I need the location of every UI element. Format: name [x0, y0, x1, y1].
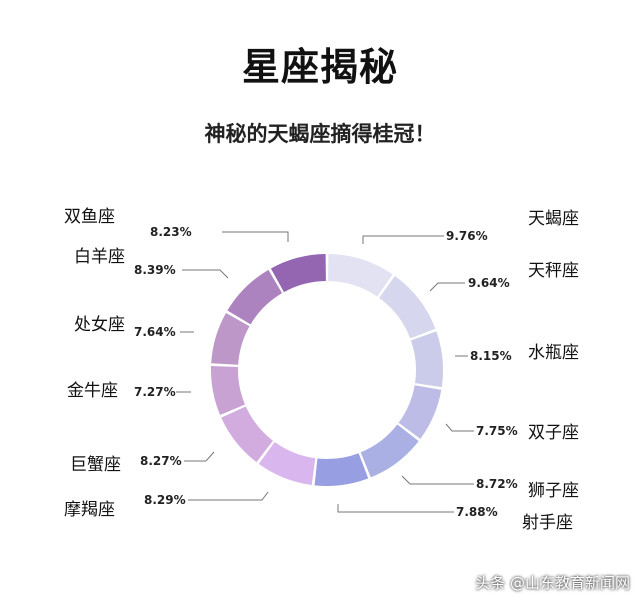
slice-金牛座	[211, 366, 245, 415]
leader-line-双鱼座	[222, 231, 289, 242]
pct-label-巨蟹座: 8.27%	[140, 454, 182, 468]
slice-水瓶座	[410, 331, 443, 388]
sign-label-水瓶座: 水瓶座	[528, 343, 579, 363]
page-title: 星座揭秘	[241, 44, 398, 89]
pct-label-双子座: 7.75%	[476, 424, 518, 438]
slice-双子座	[398, 385, 442, 439]
sign-label-白羊座: 白羊座	[74, 247, 125, 267]
leader-line-摩羯座	[188, 491, 269, 501]
leader-line-白羊座	[182, 269, 229, 279]
slice-摩羯座	[258, 441, 316, 485]
pct-label-金牛座: 7.27%	[134, 385, 176, 399]
leader-line-双子座	[445, 423, 474, 432]
page-subtitle: 神秘的天蝎座摘得桂冠！	[204, 121, 436, 146]
slice-处女座	[211, 312, 250, 365]
leader-line-狮子座	[401, 475, 474, 485]
sign-label-天秤座: 天秤座	[528, 261, 579, 281]
leader-line-天蝎座	[362, 235, 444, 244]
pct-label-天蝎座: 9.76%	[446, 229, 488, 243]
slice-射手座	[314, 453, 369, 486]
pct-label-白羊座: 8.39%	[134, 263, 176, 277]
slice-天蝎座	[328, 254, 393, 297]
sign-label-双子座: 双子座	[528, 423, 579, 443]
sign-label-天蝎座: 天蝎座	[528, 209, 579, 229]
sign-label-金牛座: 金牛座	[67, 381, 118, 401]
slice-白羊座	[227, 269, 283, 325]
leader-line-巨蟹座	[184, 451, 215, 462]
sign-label-狮子座: 狮子座	[528, 481, 579, 501]
pct-label-狮子座: 8.72%	[476, 477, 518, 491]
sign-label-摩羯座: 摩羯座	[64, 500, 115, 520]
slice-巨蟹座	[221, 406, 273, 463]
pct-label-水瓶座: 8.15%	[470, 349, 512, 363]
watermark: 头条 @山东教育新闻网	[475, 574, 630, 592]
sign-label-双鱼座: 双鱼座	[64, 207, 115, 227]
pct-label-双鱼座: 8.23%	[150, 225, 192, 239]
sign-label-巨蟹座: 巨蟹座	[70, 455, 121, 475]
pct-label-摩羯座: 8.29%	[144, 493, 186, 507]
pct-label-天秤座: 9.64%	[468, 276, 510, 290]
slice-天秤座	[379, 275, 436, 339]
slice-双鱼座	[270, 254, 326, 293]
slice-狮子座	[360, 424, 419, 478]
pct-label-射手座: 7.88%	[456, 505, 498, 519]
leader-line-射手座	[337, 504, 454, 513]
sign-label-射手座: 射手座	[522, 513, 573, 533]
sign-label-处女座: 处女座	[74, 315, 125, 335]
leader-line-天秤座	[429, 282, 465, 292]
pct-label-处女座: 7.64%	[134, 325, 176, 339]
